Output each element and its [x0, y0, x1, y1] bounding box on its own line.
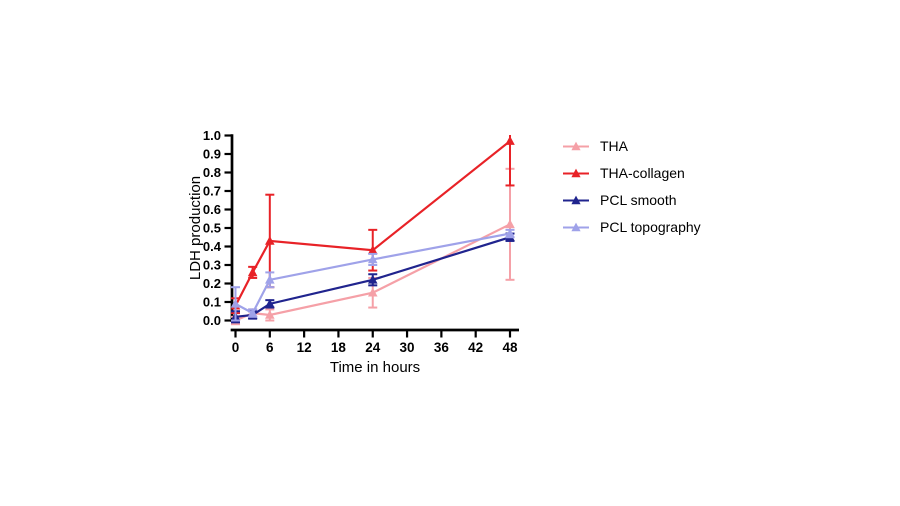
triangle-marker-icon — [265, 274, 275, 284]
triangle-marker-icon — [505, 219, 515, 229]
x-axis-title: Time in hours — [329, 359, 421, 376]
legend-label-tha: THA — [600, 138, 628, 154]
tha-triangle-marker-icon — [563, 139, 589, 153]
y-tick-label: 0.8 — [203, 165, 221, 180]
legend: THA THA-collagen PCL smooth PCL topograp… — [563, 138, 701, 235]
triangle-marker-icon — [247, 267, 258, 277]
y-tick-label: 0.9 — [203, 147, 221, 162]
x-tick-label: 42 — [468, 340, 483, 355]
y-tick-label: 0.6 — [203, 202, 221, 217]
y-tick-label: 0.5 — [203, 221, 221, 236]
x-tick-label: 48 — [502, 340, 518, 355]
x-tick-label: 36 — [434, 340, 450, 355]
triangle-marker-icon — [367, 274, 378, 284]
legend-label-tha-collagen: THA-collagen — [600, 165, 685, 181]
y-tick-label: 0.2 — [203, 276, 221, 291]
triangle-marker-icon — [367, 287, 378, 297]
y-tick-label: 0.3 — [203, 258, 221, 273]
x-tick-label: 12 — [297, 340, 312, 355]
y-tick-label: 0.7 — [203, 184, 221, 199]
legend-label-pcl-smooth: PCL smooth — [600, 192, 677, 208]
legend-label-pcl-topography: PCL topography — [600, 219, 701, 235]
legend-entry-tha: THA — [563, 138, 701, 154]
y-tick-label: 0.4 — [203, 239, 222, 254]
triangle-marker-icon — [265, 235, 275, 245]
x-tick-label: 6 — [266, 340, 274, 355]
pcl-topography-triangle-marker-icon — [563, 220, 589, 234]
x-tick-label: 24 — [365, 340, 381, 355]
pcl-smooth-triangle-marker-icon — [563, 193, 589, 207]
x-tick-label: 18 — [331, 340, 347, 355]
y-tick-label: 1.0 — [203, 128, 221, 143]
x-tick-label: 30 — [400, 340, 415, 355]
triangle-marker-icon — [265, 298, 275, 308]
legend-entry-pcl-smooth: PCL smooth — [563, 192, 701, 208]
triangle-marker-icon — [247, 308, 258, 317]
y-axis-title: LDH production — [187, 175, 204, 281]
tha-collagen-triangle-marker-icon — [563, 166, 589, 180]
y-tick-label: 0.1 — [203, 295, 221, 310]
triangle-marker-icon — [265, 309, 275, 319]
y-tick-label: 0.0 — [203, 313, 221, 328]
triangle-marker-icon — [505, 228, 515, 238]
triangle-marker-icon — [367, 254, 378, 264]
series-pcl-topography — [230, 228, 515, 322]
triangle-marker-icon — [367, 245, 378, 254]
x-tick-label: 0 — [232, 340, 240, 355]
legend-entry-tha-collagen: THA-collagen — [563, 165, 701, 181]
series-pcl-smooth — [230, 232, 515, 324]
triangle-marker-icon — [505, 136, 515, 145]
triangle-marker-icon — [230, 298, 241, 308]
legend-entry-pcl-topography: PCL topography — [563, 219, 701, 235]
